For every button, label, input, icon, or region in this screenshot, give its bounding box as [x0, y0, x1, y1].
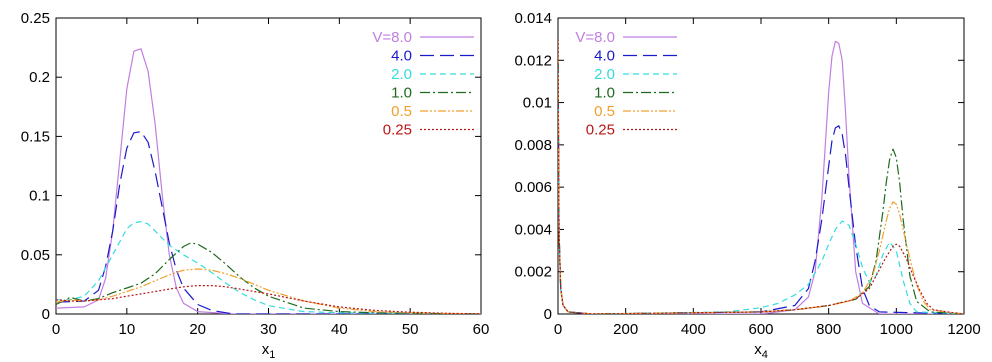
legend-label: 4.0	[594, 48, 615, 65]
left-chart-panel: 0 10 20 30 40 50 60 0 0.05 0.1 0.15 0.2 0.25 x1 V=8.0 4…	[21, 10, 490, 361]
y-tick-label: 0.05	[21, 247, 50, 264]
plot-frame	[557, 17, 965, 315]
x-tick-label: 1000	[880, 321, 913, 338]
x-axis-label: x4	[754, 341, 768, 361]
legend-label: 0.25	[383, 122, 412, 139]
legend-label: V=8.0	[372, 29, 412, 46]
x-tick-label: 400	[681, 321, 706, 338]
series-line	[558, 39, 964, 314]
y-tick-label: 0.25	[21, 10, 50, 27]
y-tick-label: 0.002	[514, 264, 552, 281]
x-tick-label: 0	[554, 321, 562, 338]
x-axis-label-base: x	[262, 341, 270, 358]
series-line	[558, 39, 964, 314]
x-axis-label: x1	[262, 341, 276, 361]
y-tick-label: 0.006	[514, 179, 552, 196]
x-tick-label: 50	[402, 321, 419, 338]
series-group	[558, 39, 964, 314]
x-tick-label: 30	[260, 321, 277, 338]
series-line	[56, 268, 481, 314]
legend-label: 0.5	[594, 103, 615, 120]
legend-label: 1.0	[391, 85, 412, 102]
x-tick-label: 200	[613, 321, 638, 338]
legend-label: 0.25	[586, 122, 615, 139]
x-tick-label: 800	[816, 321, 841, 338]
right-chart-panel: 0 200 400 600 800 1000 1200 0 0.002 0.004 0.006 0.0…	[514, 10, 980, 361]
series-line	[56, 221, 481, 314]
y-tick-label: 0.012	[514, 52, 552, 69]
legend-label: 4.0	[391, 48, 412, 65]
legend-label: V=8.0	[575, 29, 615, 46]
series-group	[56, 48, 481, 314]
series-line	[558, 39, 964, 314]
y-tick-label: 0.2	[29, 69, 50, 86]
x-tick-label: 20	[189, 321, 206, 338]
x-axis-label-base: x	[754, 341, 762, 358]
legend-label: 2.0	[594, 66, 615, 83]
y-tick-label: 0.1	[29, 188, 50, 205]
legend-label: 0.5	[391, 103, 412, 120]
x-tick-label: 0	[52, 321, 60, 338]
x-tick-label: 40	[331, 321, 348, 338]
x-tick-label: 60	[473, 321, 490, 338]
y-tick-label: 0.01	[523, 95, 552, 112]
x-tick-label: 1200	[947, 321, 980, 338]
y-tick-label: 0	[544, 306, 552, 323]
x-axis-label-subscript: 1	[269, 349, 275, 361]
series-line	[56, 48, 481, 314]
x-tick-label: 600	[748, 321, 773, 338]
y-tick-label: 0.008	[514, 137, 552, 154]
series-line	[558, 39, 964, 314]
y-tick-label: 0.15	[21, 128, 50, 145]
y-tick-label: 0.004	[514, 221, 552, 238]
series-line	[558, 39, 964, 314]
series-line	[56, 285, 481, 314]
legend-label: 1.0	[594, 85, 615, 102]
series-line	[558, 39, 964, 314]
x-axis-label-subscript: 4	[762, 349, 768, 361]
y-tick-label: 0	[42, 306, 50, 323]
y-tick-label: 0.014	[514, 10, 552, 27]
x-tick-label: 10	[118, 321, 135, 338]
legend-label: 2.0	[391, 66, 412, 83]
series-line	[56, 242, 481, 314]
